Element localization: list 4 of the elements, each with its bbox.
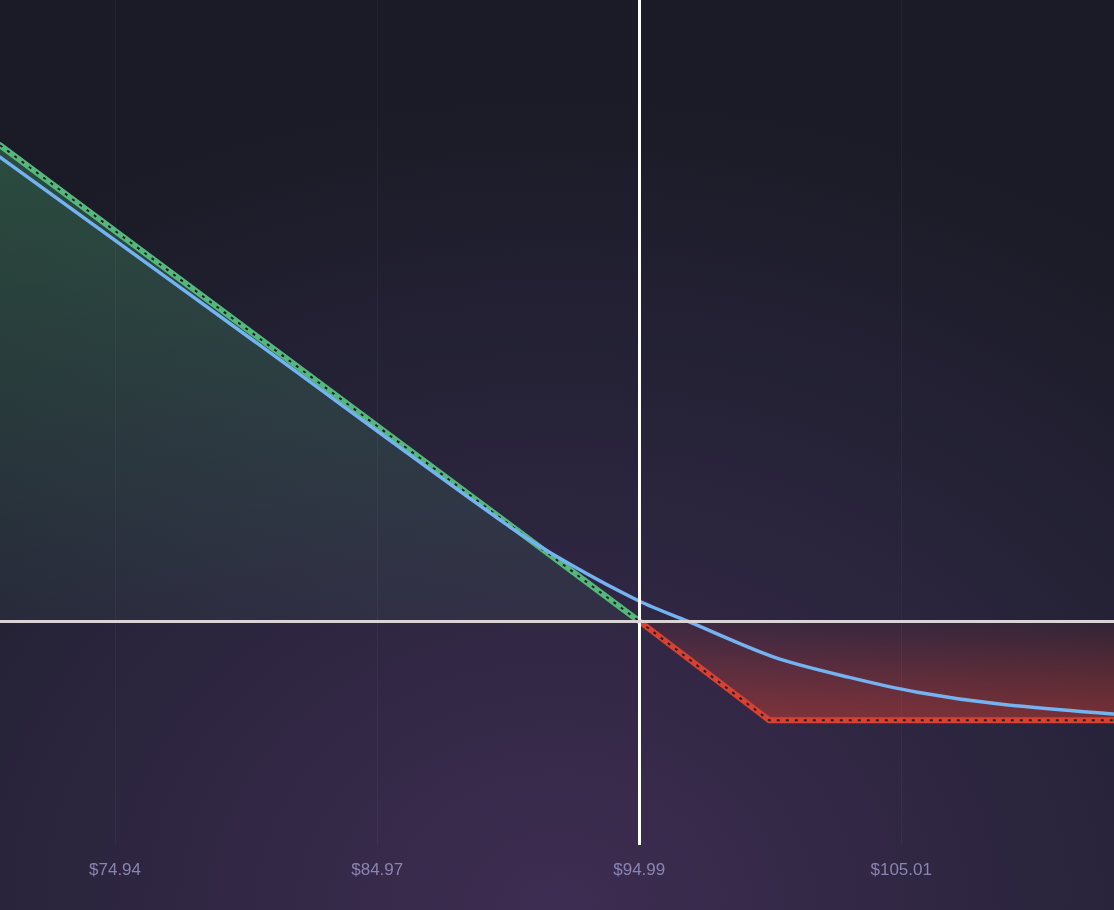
x-tick-label: $84.97 xyxy=(351,860,404,879)
x-tick-label: $94.99 xyxy=(613,860,666,879)
x-tick-label: $105.01 xyxy=(870,860,932,879)
x-tick-label: $74.94 xyxy=(89,860,142,879)
